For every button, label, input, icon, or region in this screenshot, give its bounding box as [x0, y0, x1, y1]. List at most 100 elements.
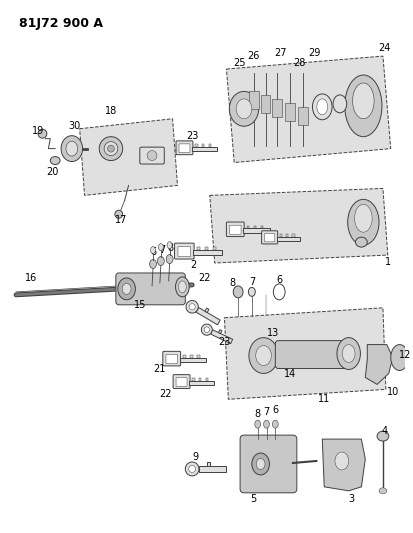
- Text: 9: 9: [192, 452, 198, 462]
- Text: 30: 30: [69, 121, 81, 131]
- FancyBboxPatch shape: [176, 378, 187, 386]
- Ellipse shape: [252, 453, 269, 475]
- Bar: [280, 234, 282, 237]
- Bar: [285, 103, 295, 121]
- Ellipse shape: [66, 141, 78, 156]
- Ellipse shape: [147, 151, 157, 160]
- Polygon shape: [80, 119, 178, 196]
- Text: 25: 25: [233, 58, 245, 68]
- Ellipse shape: [233, 286, 243, 298]
- Text: 22: 22: [159, 389, 172, 399]
- Bar: [247, 225, 249, 229]
- Ellipse shape: [122, 284, 131, 294]
- Polygon shape: [207, 462, 210, 466]
- Bar: [193, 250, 223, 255]
- Ellipse shape: [151, 247, 155, 254]
- Ellipse shape: [159, 244, 163, 251]
- Text: 5: 5: [251, 494, 257, 504]
- Ellipse shape: [391, 345, 408, 370]
- Bar: [209, 144, 211, 147]
- Bar: [195, 144, 198, 147]
- Bar: [206, 378, 208, 381]
- Ellipse shape: [204, 327, 209, 333]
- Ellipse shape: [186, 301, 198, 313]
- Text: 6: 6: [276, 275, 282, 285]
- Text: 6: 6: [272, 405, 278, 415]
- FancyBboxPatch shape: [226, 222, 244, 237]
- Bar: [261, 225, 263, 229]
- Text: 12: 12: [399, 350, 412, 360]
- Bar: [189, 381, 214, 385]
- Bar: [192, 378, 195, 381]
- FancyBboxPatch shape: [166, 354, 178, 364]
- Text: 27: 27: [274, 48, 287, 58]
- Text: 1: 1: [385, 257, 391, 267]
- Bar: [190, 355, 193, 358]
- Text: 7: 7: [249, 277, 255, 287]
- Text: 17: 17: [114, 215, 127, 225]
- Bar: [213, 247, 216, 250]
- Text: 15: 15: [134, 300, 147, 310]
- Ellipse shape: [335, 452, 349, 470]
- Bar: [199, 378, 202, 381]
- Polygon shape: [366, 345, 393, 384]
- FancyBboxPatch shape: [163, 351, 180, 366]
- Polygon shape: [226, 56, 391, 163]
- Polygon shape: [322, 439, 366, 491]
- Polygon shape: [210, 188, 388, 263]
- Ellipse shape: [189, 465, 196, 472]
- Ellipse shape: [150, 260, 157, 269]
- FancyBboxPatch shape: [264, 233, 275, 242]
- Bar: [205, 247, 208, 250]
- Text: 18: 18: [105, 106, 117, 116]
- Ellipse shape: [333, 95, 347, 113]
- Bar: [197, 355, 200, 358]
- Text: 14: 14: [284, 369, 296, 379]
- FancyBboxPatch shape: [261, 231, 278, 244]
- Text: 8: 8: [229, 278, 235, 288]
- FancyBboxPatch shape: [179, 144, 190, 152]
- Ellipse shape: [189, 304, 195, 310]
- Ellipse shape: [337, 337, 361, 369]
- Ellipse shape: [342, 345, 355, 362]
- Ellipse shape: [38, 129, 47, 138]
- Polygon shape: [218, 330, 222, 334]
- Text: 22: 22: [199, 273, 211, 283]
- Ellipse shape: [317, 99, 328, 115]
- Ellipse shape: [377, 431, 389, 441]
- Text: 7: 7: [159, 245, 165, 255]
- Ellipse shape: [348, 199, 379, 245]
- FancyBboxPatch shape: [230, 225, 241, 235]
- Bar: [243, 229, 270, 233]
- Bar: [286, 234, 288, 237]
- Bar: [196, 308, 220, 325]
- Text: 10: 10: [387, 387, 399, 397]
- Ellipse shape: [379, 488, 387, 494]
- Ellipse shape: [115, 211, 123, 218]
- Polygon shape: [205, 308, 209, 312]
- FancyBboxPatch shape: [275, 341, 350, 368]
- Text: 23: 23: [218, 337, 230, 346]
- Ellipse shape: [202, 324, 212, 335]
- Ellipse shape: [167, 241, 172, 248]
- Ellipse shape: [61, 136, 83, 161]
- Bar: [249, 91, 259, 109]
- Bar: [261, 95, 271, 113]
- Ellipse shape: [118, 278, 135, 300]
- Ellipse shape: [255, 420, 261, 428]
- Ellipse shape: [236, 99, 252, 119]
- Bar: [273, 99, 282, 117]
- Text: 19: 19: [33, 126, 45, 136]
- Bar: [202, 144, 204, 147]
- Ellipse shape: [107, 145, 114, 152]
- Ellipse shape: [345, 75, 382, 136]
- Bar: [183, 355, 186, 358]
- Bar: [180, 358, 206, 362]
- FancyBboxPatch shape: [176, 141, 193, 155]
- Ellipse shape: [256, 458, 265, 470]
- Ellipse shape: [354, 204, 372, 232]
- Ellipse shape: [263, 420, 269, 428]
- Bar: [192, 147, 217, 151]
- Ellipse shape: [157, 256, 164, 265]
- Ellipse shape: [273, 420, 278, 428]
